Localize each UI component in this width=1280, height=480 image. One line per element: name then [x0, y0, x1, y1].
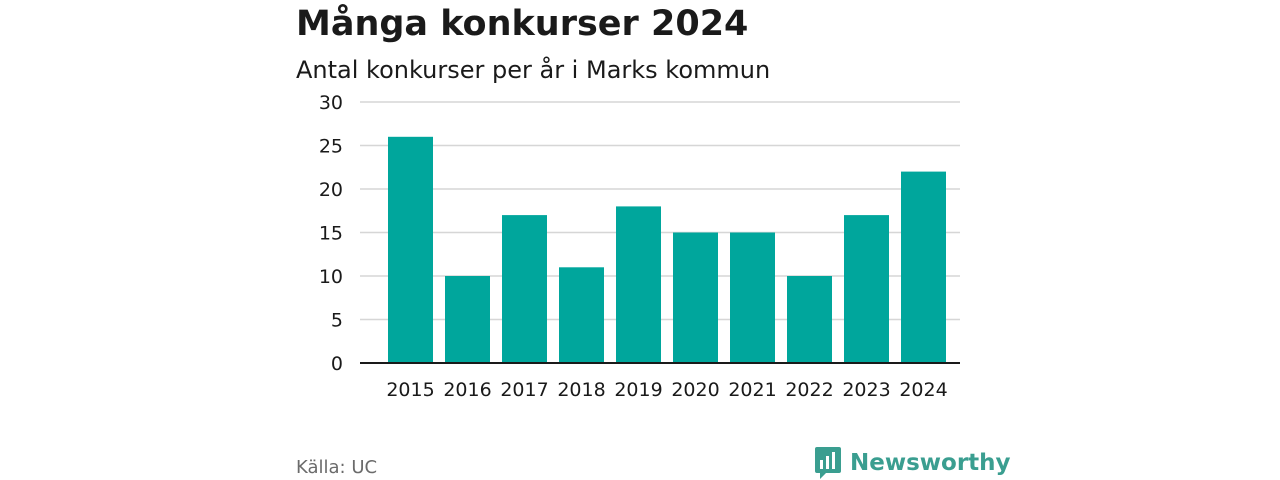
x-tick-label: 2017 [500, 379, 548, 401]
source-note: Källa: UC [296, 457, 378, 478]
y-tick-label: 0 [331, 353, 343, 375]
bar [787, 276, 832, 363]
y-tick-label: 20 [319, 179, 343, 201]
bar [388, 136, 433, 363]
chart-title: Många konkurser 2024 [296, 4, 749, 44]
bar [844, 215, 889, 363]
x-tick-label: 2016 [443, 379, 491, 401]
bar [445, 276, 490, 363]
y-tick-label: 15 [319, 223, 343, 245]
x-tick-label: 2024 [899, 379, 947, 401]
x-tick-label: 2022 [785, 379, 833, 401]
bar [616, 206, 661, 363]
x-tick-label: 2023 [842, 379, 890, 401]
bar-chart-bubble-icon [815, 447, 841, 479]
bar [730, 232, 775, 363]
y-tick-label: 5 [331, 310, 343, 332]
bar [502, 215, 547, 363]
x-tick-label: 2019 [614, 379, 662, 401]
y-tick-label: 10 [319, 266, 343, 288]
x-tick-label: 2020 [671, 379, 719, 401]
bar [901, 171, 946, 363]
y-tick-label: 25 [319, 136, 343, 158]
y-tick-label: 30 [319, 92, 343, 114]
bar [559, 267, 604, 363]
bar-chart: 0 5 10 15 20 25 30 2015 2016 2017 2018 2019 2020 2021… [319, 92, 960, 401]
x-tick-label: 2015 [386, 379, 434, 401]
chart-subtitle: Antal konkurser per år i Marks kommun [296, 56, 771, 84]
brand-name: Newsworthy [850, 450, 1011, 476]
x-tick-label: 2021 [728, 379, 776, 401]
newsworthy-logo: Newsworthy [814, 446, 1011, 480]
x-tick-label: 2018 [557, 379, 605, 401]
bar [673, 232, 718, 363]
